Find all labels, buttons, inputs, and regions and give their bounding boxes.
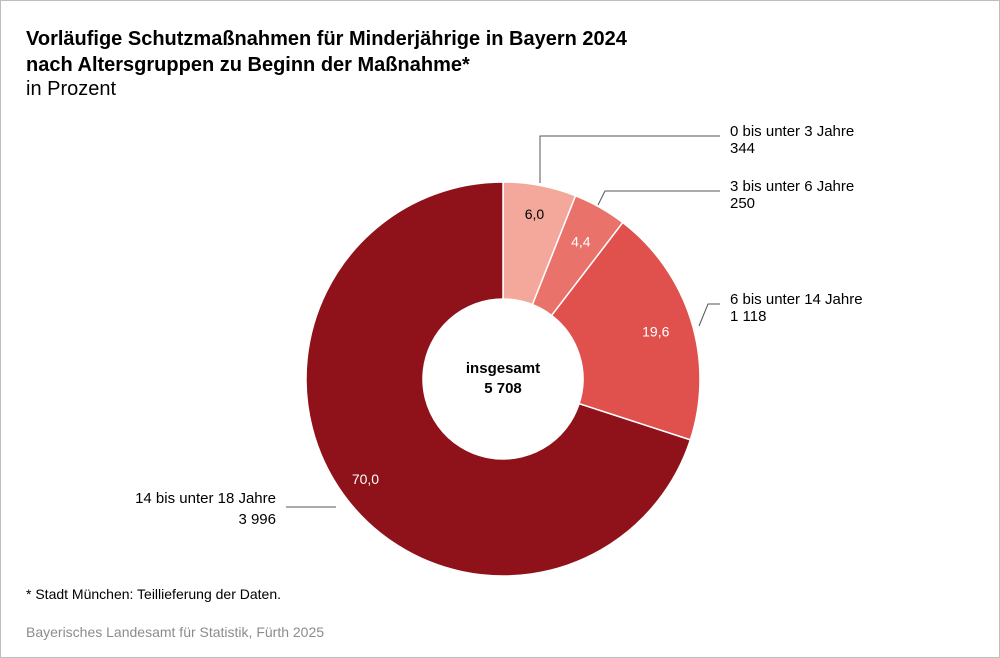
slice-percent-label-3: 19,6 bbox=[642, 323, 669, 339]
chart-title-line-1: Vorläufige Schutzmaßnahmen für Minderjäh… bbox=[26, 28, 627, 50]
slice-percent-label-4: 70,0 bbox=[352, 471, 379, 487]
chart-subtitle: in Prozent bbox=[26, 78, 117, 100]
donut-slice-4 bbox=[305, 181, 692, 577]
slice-count-label-3: 1 118 bbox=[730, 308, 766, 325]
source-note: Bayerisches Landesamt für Statistik, Für… bbox=[26, 624, 325, 640]
slice-category-label-4: 14 bis unter 18 Jahre bbox=[135, 490, 276, 507]
donut-slice-3 bbox=[550, 221, 701, 441]
slice-count-label-4: 3 996 bbox=[238, 511, 276, 528]
center-total-value: 5 708 bbox=[484, 380, 522, 397]
center-label: insgesamt bbox=[466, 360, 540, 377]
leader-line-2 bbox=[597, 190, 720, 206]
slice-category-label-3: 6 bis unter 14 Jahre bbox=[730, 291, 863, 308]
chart-title-line-2: nach Altersgruppen zu Beginn der Maßnahm… bbox=[26, 54, 470, 76]
slice-count-label-2: 250 bbox=[730, 195, 755, 212]
leader-line-3 bbox=[698, 303, 720, 327]
footnote: * Stadt München: Teillieferung der Daten… bbox=[26, 586, 282, 602]
slice-percent-label-2: 4,4 bbox=[571, 234, 591, 250]
slice-category-label-2: 3 bis unter 6 Jahre bbox=[730, 178, 854, 195]
slice-category-label-1: 0 bis unter 3 Jahre bbox=[730, 123, 854, 140]
leader-line-1 bbox=[539, 135, 720, 183]
slice-percent-label-1: 6,0 bbox=[525, 206, 545, 222]
slice-count-label-1: 344 bbox=[730, 140, 755, 157]
